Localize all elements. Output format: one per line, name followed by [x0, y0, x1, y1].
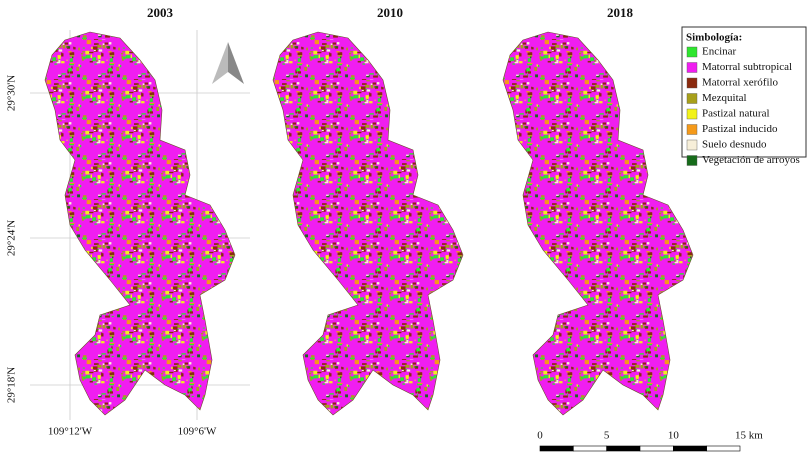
scale-segment: [606, 445, 641, 452]
scale-bar: 0 5 10 15 km: [537, 430, 763, 452]
legend-swatch: [686, 62, 698, 73]
scale-segment: [706, 445, 741, 452]
lat-label: 29°30'N: [6, 75, 18, 111]
legend-box: [681, 26, 807, 158]
legend-swatch: [686, 124, 698, 135]
legend-label: Pastizal natural: [702, 108, 770, 120]
legend-swatch: [686, 108, 698, 120]
lon-label: 109°12'W: [48, 426, 93, 438]
panel-title: 2010: [377, 5, 403, 20]
scale-label: 0: [537, 430, 543, 442]
legend-swatch: [686, 77, 698, 89]
legend-swatch: [686, 46, 698, 58]
legend-title: Simbología:: [686, 32, 742, 44]
panel-title: 2018: [607, 5, 634, 20]
lat-label: 29°24'N: [6, 220, 18, 256]
legend-swatch: [686, 93, 698, 104]
legend: Encinar Matorral subtropical Matorral xeró…: [686, 46, 800, 166]
lon-label: 109°6'W: [178, 426, 217, 438]
scale-segment: [573, 445, 607, 452]
map-region: [502, 31, 694, 416]
panel-title: 2003: [147, 5, 174, 20]
map-region: [272, 31, 464, 416]
legend-label: Mezquital: [702, 92, 747, 104]
north-arrow: [212, 42, 244, 84]
scale-segment: [639, 445, 674, 452]
map-region: [44, 31, 236, 416]
legend-label: Suelo desnudo: [702, 139, 767, 151]
scale-label: 15 km: [735, 430, 763, 442]
scale-label: 5: [604, 430, 610, 442]
scale-segment: [673, 445, 707, 452]
legend-label: Vegetación de arroyos: [702, 154, 800, 166]
legend-label: Matorral xerófilo: [702, 77, 779, 89]
lat-label: 29°18'N: [6, 367, 18, 403]
scale-label: 10: [668, 430, 680, 442]
legend-label: Matorral subtropical: [702, 61, 792, 73]
legend-label: Pastizal inducido: [702, 123, 778, 135]
legend-swatch: [686, 139, 698, 151]
legend-label: Encinar: [702, 46, 737, 58]
legend-swatch: [686, 155, 698, 166]
scale-segment: [539, 445, 574, 452]
